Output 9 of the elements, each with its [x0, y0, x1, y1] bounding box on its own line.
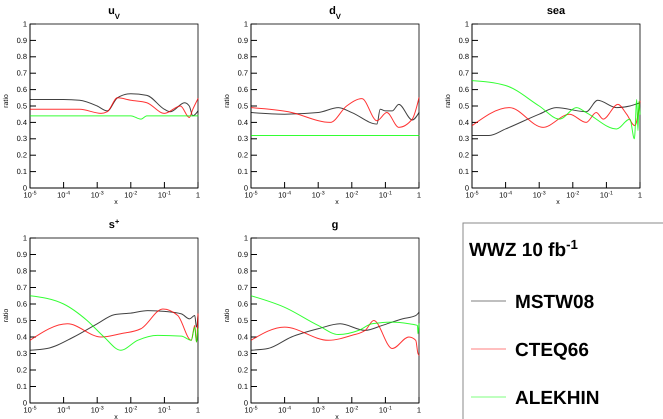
chart-title: d$_{V}$	[329, 5, 342, 20]
chart-title: s$^{+}$	[108, 216, 120, 231]
chart-title: sea	[546, 5, 566, 17]
chart-title: u$_{V}$	[108, 5, 121, 20]
legend-label: MSTW08	[515, 292, 594, 313]
legend-title: WWZ 10 fb$^{-1}$	[469, 236, 579, 261]
legend-label: ALEKHIN	[515, 388, 600, 409]
chart-title: g	[332, 219, 338, 231]
legend-label: CTEQ66	[515, 340, 589, 361]
